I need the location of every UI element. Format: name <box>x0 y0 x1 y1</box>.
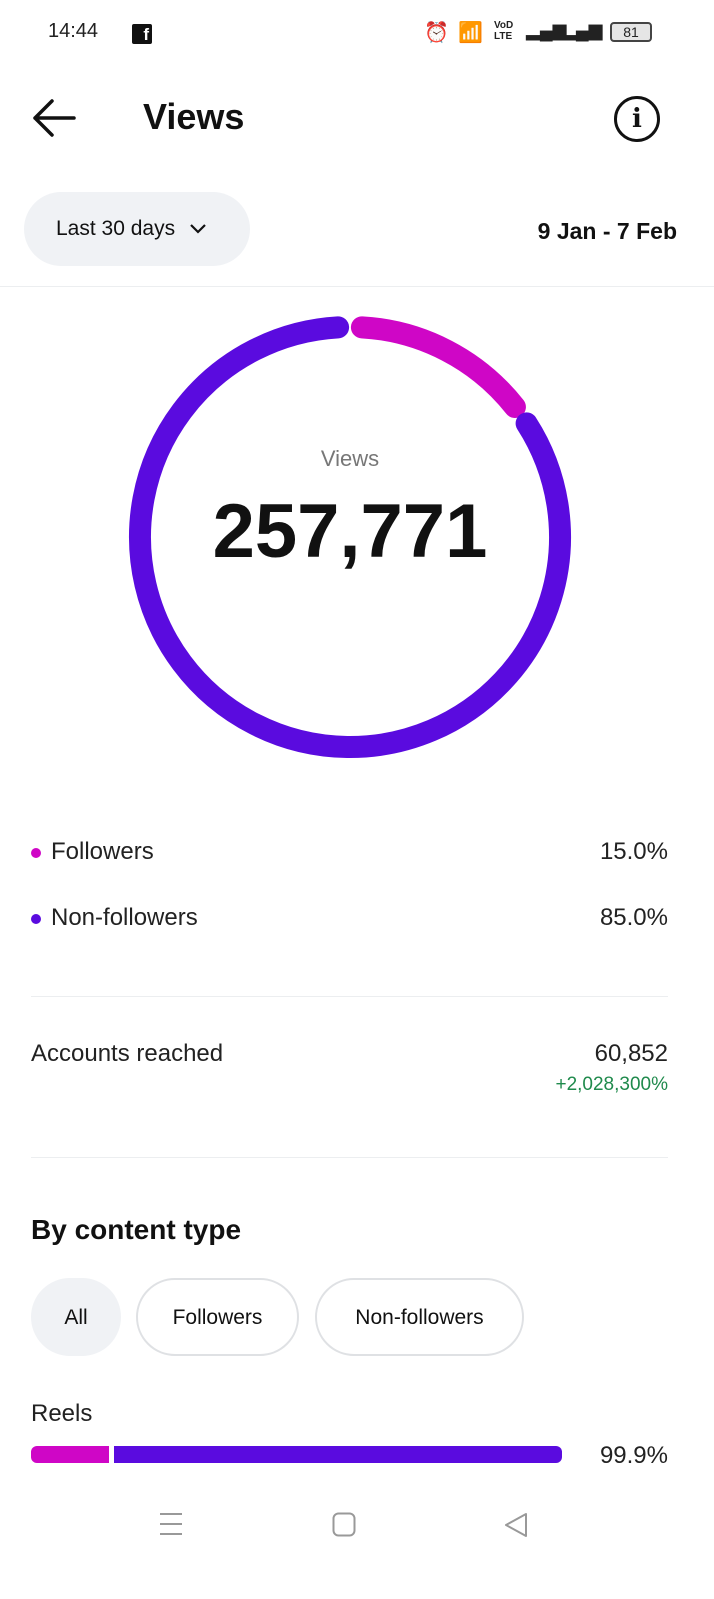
accounts-reached-row: Accounts reached 60,852 +2,028,300% <box>31 1040 668 1096</box>
reels-non-followers-bar <box>113 1446 563 1463</box>
back-icon <box>505 1513 527 1537</box>
legend-value: 15.0% <box>599 838 668 865</box>
back-button[interactable] <box>30 96 78 145</box>
menu-icon <box>160 1513 182 1535</box>
views-donut-chart <box>129 316 571 758</box>
wifi-icon: 📶 <box>458 22 483 44</box>
followers-dot <box>31 847 41 858</box>
date-range-dropdown[interactable]: Last 30 days <box>24 192 250 266</box>
legend-followers: Followers 15.0% <box>31 838 668 866</box>
non-followers-arc <box>129 316 571 758</box>
legend-value: 85.0% <box>599 904 668 931</box>
followers-arc <box>350 316 526 418</box>
reels-label: Reels <box>31 1400 93 1427</box>
divider <box>0 286 714 287</box>
alarm-icon: ⏰ <box>424 22 449 44</box>
chip-all[interactable]: All <box>31 1278 121 1356</box>
reels-value: 99.9% <box>599 1442 668 1469</box>
section-title: By content type <box>31 1214 242 1245</box>
accounts-reached-label: Accounts reached <box>31 1040 224 1067</box>
info-icon: i <box>632 104 642 134</box>
signal-icon: ▂▄▆ <box>526 20 567 40</box>
reels-bar <box>31 1446 563 1463</box>
clock: 14:44 <box>48 20 99 42</box>
nav-back-button[interactable] <box>504 1512 528 1543</box>
legend-non-followers: Non-followers 85.0% <box>31 904 668 932</box>
divider <box>31 996 668 997</box>
legend-label: Followers <box>51 838 154 865</box>
divider <box>31 1157 668 1158</box>
range-label: Last 30 days <box>56 217 176 240</box>
non-followers-dot <box>31 913 41 924</box>
donut-label: Views <box>320 446 380 471</box>
signal-icon: ▂▄▆ <box>562 20 603 40</box>
views-total: 257,771 <box>212 489 488 574</box>
volte-icon: VoD LTE <box>494 20 514 42</box>
legend-label: Non-followers <box>51 904 198 931</box>
info-button[interactable]: i <box>614 96 660 142</box>
arrow-left-icon <box>33 99 76 137</box>
battery-icon: 81 <box>610 22 652 42</box>
home-icon <box>332 1512 356 1537</box>
nav-home-button[interactable] <box>332 1512 356 1543</box>
chevron-down-icon <box>190 224 206 234</box>
accounts-reached-value: 60,852 <box>594 1040 668 1067</box>
chip-non-followers[interactable]: Non-followers <box>315 1278 524 1356</box>
page-title: Views <box>143 96 245 137</box>
nav-menu-button[interactable] <box>158 1510 184 1543</box>
date-range: 9 Jan - 7 Feb <box>537 218 677 244</box>
status-bar: 14:44 f ⏰ 📶 VoD LTE ▂▄▆ ▂▄▆ 81 <box>0 20 714 46</box>
facebook-icon: f <box>132 24 152 44</box>
chip-followers[interactable]: Followers <box>136 1278 299 1356</box>
accounts-reached-change: +2,028,300% <box>555 1074 668 1095</box>
reels-followers-bar <box>31 1446 109 1463</box>
